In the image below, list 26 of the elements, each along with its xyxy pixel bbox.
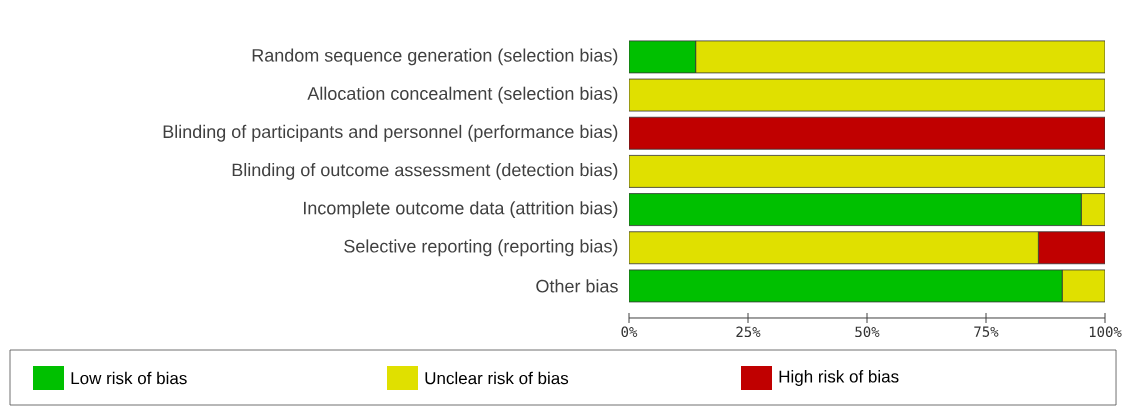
bar — [1037, 231, 1106, 265]
y-tick-label: Blinding of participants and personnel (performance bias) — [163, 124, 618, 142]
bar — [1061, 269, 1106, 303]
legend-label: Low risk of bias — [71, 371, 187, 385]
y-tick-label: Random sequence generation (selection bias) — [252, 48, 618, 66]
x-tick-label: 25% — [736, 326, 761, 338]
legend-label: High risk of bias — [779, 370, 899, 386]
x-tick-label: 50% — [855, 326, 880, 338]
x-tick-label: 100% — [1089, 326, 1122, 338]
bar — [629, 116, 1106, 150]
legend-label: Unclear risk of bias — [425, 371, 569, 385]
bar — [695, 40, 1106, 74]
bar — [629, 78, 1106, 112]
bar — [629, 40, 697, 74]
y-tick-label: Other bias — [536, 279, 618, 293]
y-tick-label: Selective reporting (reporting bias) — [344, 239, 618, 257]
bar — [629, 193, 1082, 226]
x-tick-label: 75% — [974, 326, 999, 337]
y-tick-label: Incomplete outcome data (attrition bias) — [303, 201, 618, 218]
y-tick-label: Blinding of outcome assessment (detection bias) — [232, 163, 618, 180]
bar — [629, 269, 1063, 303]
bar — [1080, 193, 1106, 226]
bar — [629, 231, 1039, 265]
bar — [629, 155, 1106, 188]
y-tick-label: Allocation concealment (selection bias) — [307, 86, 618, 104]
x-tick-label: 0% — [621, 326, 638, 338]
